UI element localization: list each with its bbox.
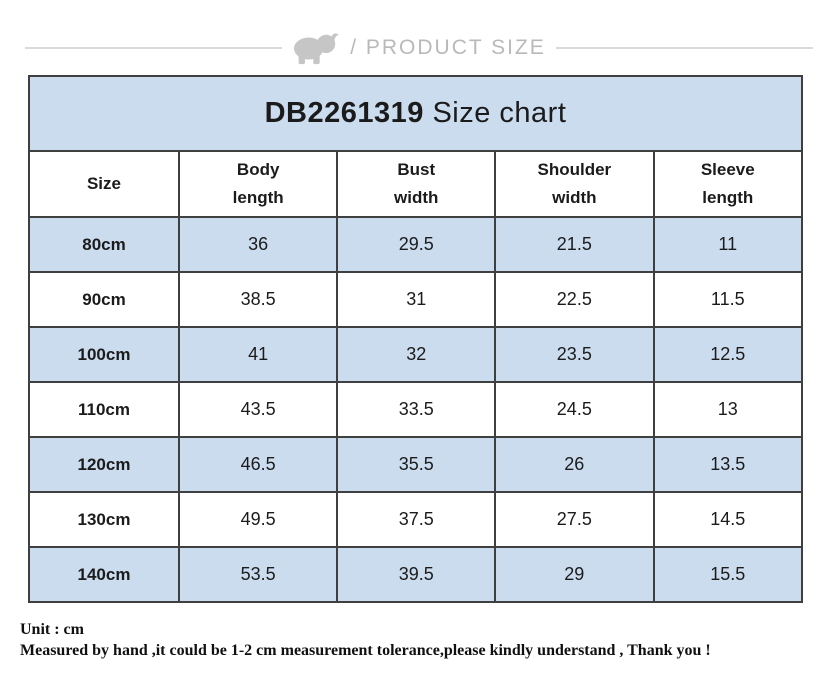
column-header-size: Size	[28, 150, 180, 218]
bust-width-cell: 29.5	[336, 216, 497, 273]
body-length-cell: 36	[177, 216, 339, 273]
table-title-row: DB2261319 Size chart	[28, 75, 803, 152]
bust-width-cell: 35.5	[336, 436, 497, 493]
bust-width-cell: 31	[336, 271, 497, 328]
sleeve-length-cell: 13	[652, 381, 804, 438]
size-cell: 80cm	[28, 216, 180, 273]
table-row: 80cm 36 29.5 21.5 11	[28, 216, 804, 273]
table-row: 90cm 38.5 31 22.5 11.5	[28, 271, 804, 328]
shoulder-width-cell: 29	[494, 546, 655, 603]
banner-left-rule	[25, 47, 283, 49]
shoulder-width-cell: 22.5	[494, 271, 655, 328]
tolerance-note: Measured by hand ,it could be 1-2 cm mea…	[20, 642, 711, 659]
table-row: 110cm 43.5 33.5 24.5 13	[28, 381, 804, 438]
size-cell: 100cm	[28, 326, 180, 383]
table-row: 100cm 41 32 23.5 12.5	[28, 326, 804, 383]
size-chart-table: DB2261319 Size chart Size Body length Bu…	[28, 75, 804, 603]
body-length-cell: 49.5	[177, 491, 339, 548]
column-header-bust-width: Bust width	[336, 150, 497, 218]
body-length-cell: 46.5	[177, 436, 339, 493]
product-size-banner: / PRODUCT SIZE	[25, 30, 814, 66]
size-cell: 120cm	[28, 436, 180, 493]
product-code: DB2261319	[264, 97, 424, 129]
bust-width-cell: 33.5	[336, 381, 497, 438]
sleeve-length-cell: 13.5	[652, 436, 804, 493]
column-header-body-length: Body length	[177, 150, 339, 218]
sleeve-length-cell: 14.5	[652, 491, 804, 548]
bust-width-cell: 39.5	[336, 546, 497, 603]
sleeve-length-cell: 11.5	[652, 271, 804, 328]
size-cell: 90cm	[28, 271, 180, 328]
body-length-cell: 38.5	[177, 271, 339, 328]
bust-width-cell: 37.5	[336, 491, 497, 548]
shoulder-width-cell: 26	[494, 436, 655, 493]
size-cell: 140cm	[28, 546, 180, 603]
sleeve-length-cell: 15.5	[652, 546, 804, 603]
shoulder-width-cell: 24.5	[494, 381, 655, 438]
sleeve-length-cell: 12.5	[652, 326, 804, 383]
footer-notes: Unit : cm Measured by hand ,it could be …	[20, 619, 711, 661]
table-header-row: Size Body length Bust width Shoulder wid…	[28, 150, 804, 218]
table-row: 120cm 46.5 35.5 26 13.5	[28, 436, 804, 493]
body-length-cell: 53.5	[177, 546, 339, 603]
body-length-cell: 41	[177, 326, 339, 383]
body-length-cell: 43.5	[177, 381, 339, 438]
sleeve-length-cell: 11	[652, 216, 804, 273]
column-header-sleeve-length: Sleeve length	[652, 150, 804, 218]
bust-width-cell: 32	[336, 326, 497, 383]
elephant-icon	[294, 32, 340, 64]
shoulder-width-cell: 27.5	[494, 491, 655, 548]
table-title-suffix: Size chart	[432, 97, 567, 129]
column-header-shoulder-width: Shoulder width	[494, 150, 655, 218]
size-cell: 110cm	[28, 381, 180, 438]
shoulder-width-cell: 21.5	[494, 216, 655, 273]
banner-label: / PRODUCT SIZE	[350, 36, 546, 59]
table-row: 140cm 53.5 39.5 29 15.5	[28, 546, 804, 603]
size-cell: 130cm	[28, 491, 180, 548]
table-row: 130cm 49.5 37.5 27.5 14.5	[28, 491, 804, 548]
table-title: DB2261319 Size chart	[28, 75, 803, 152]
shoulder-width-cell: 23.5	[494, 326, 655, 383]
banner-right-rule	[555, 47, 814, 49]
unit-note: Unit : cm	[20, 621, 84, 638]
